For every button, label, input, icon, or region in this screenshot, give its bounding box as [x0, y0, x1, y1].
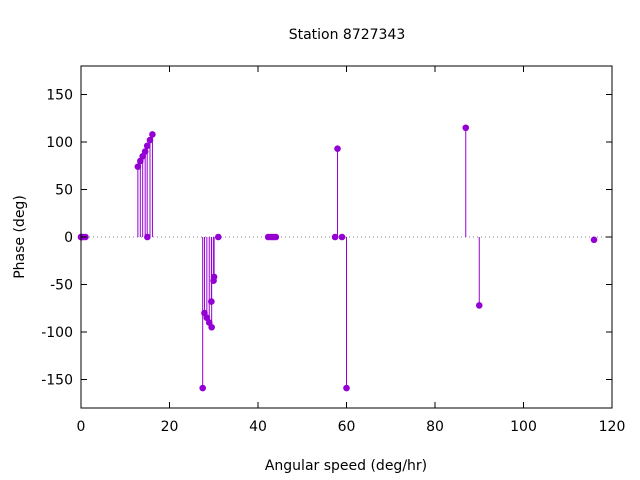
- impulse-layer: [137, 127, 595, 389]
- x-tick-label: 0: [77, 419, 86, 435]
- data-point: [199, 384, 206, 392]
- x-tick-label: 100: [510, 419, 537, 435]
- x-axis-label: Angular speed (deg/hr): [265, 458, 427, 474]
- y-tick-label: 100: [46, 135, 73, 151]
- y-axis-label: Phase (deg): [12, 195, 28, 279]
- x-tick-label: 60: [338, 419, 356, 435]
- data-point: [144, 233, 151, 241]
- data-point: [590, 236, 598, 244]
- data-point: [338, 233, 346, 241]
- data-point: [143, 142, 151, 150]
- point-layer: [77, 124, 598, 392]
- x-tick-label: 120: [599, 419, 626, 435]
- chart-title: Station 8727343: [289, 27, 406, 43]
- data-point: [134, 163, 142, 170]
- y-tick-label: 150: [46, 88, 73, 104]
- y-tick-label: 50: [55, 183, 73, 199]
- data-point: [208, 298, 215, 305]
- data-point: [272, 233, 280, 241]
- data-point: [141, 148, 149, 155]
- data-point: [208, 323, 215, 331]
- y-tick-label: 0: [64, 230, 73, 246]
- data-point: [331, 233, 339, 241]
- data-point: [462, 124, 470, 132]
- y-tick-label: -100: [41, 325, 73, 341]
- x-tick-label: 80: [426, 419, 444, 435]
- y-tick-label: -50: [50, 278, 73, 294]
- x-tick-label: 40: [249, 419, 267, 435]
- data-point: [149, 131, 156, 138]
- data-point: [343, 384, 350, 392]
- y-tick-label: -150: [41, 373, 73, 389]
- x-axis-ticks: 0 20 40 60 80 100 120: [77, 66, 626, 435]
- data-point: [210, 273, 218, 281]
- data-point: [214, 233, 222, 241]
- x-tick-label: 20: [161, 419, 179, 435]
- data-point: [146, 136, 154, 144]
- data-point: [475, 302, 483, 309]
- y-axis-ticks: -150 -100 -50 0 50 100 150: [41, 88, 612, 389]
- data-point: [334, 145, 341, 152]
